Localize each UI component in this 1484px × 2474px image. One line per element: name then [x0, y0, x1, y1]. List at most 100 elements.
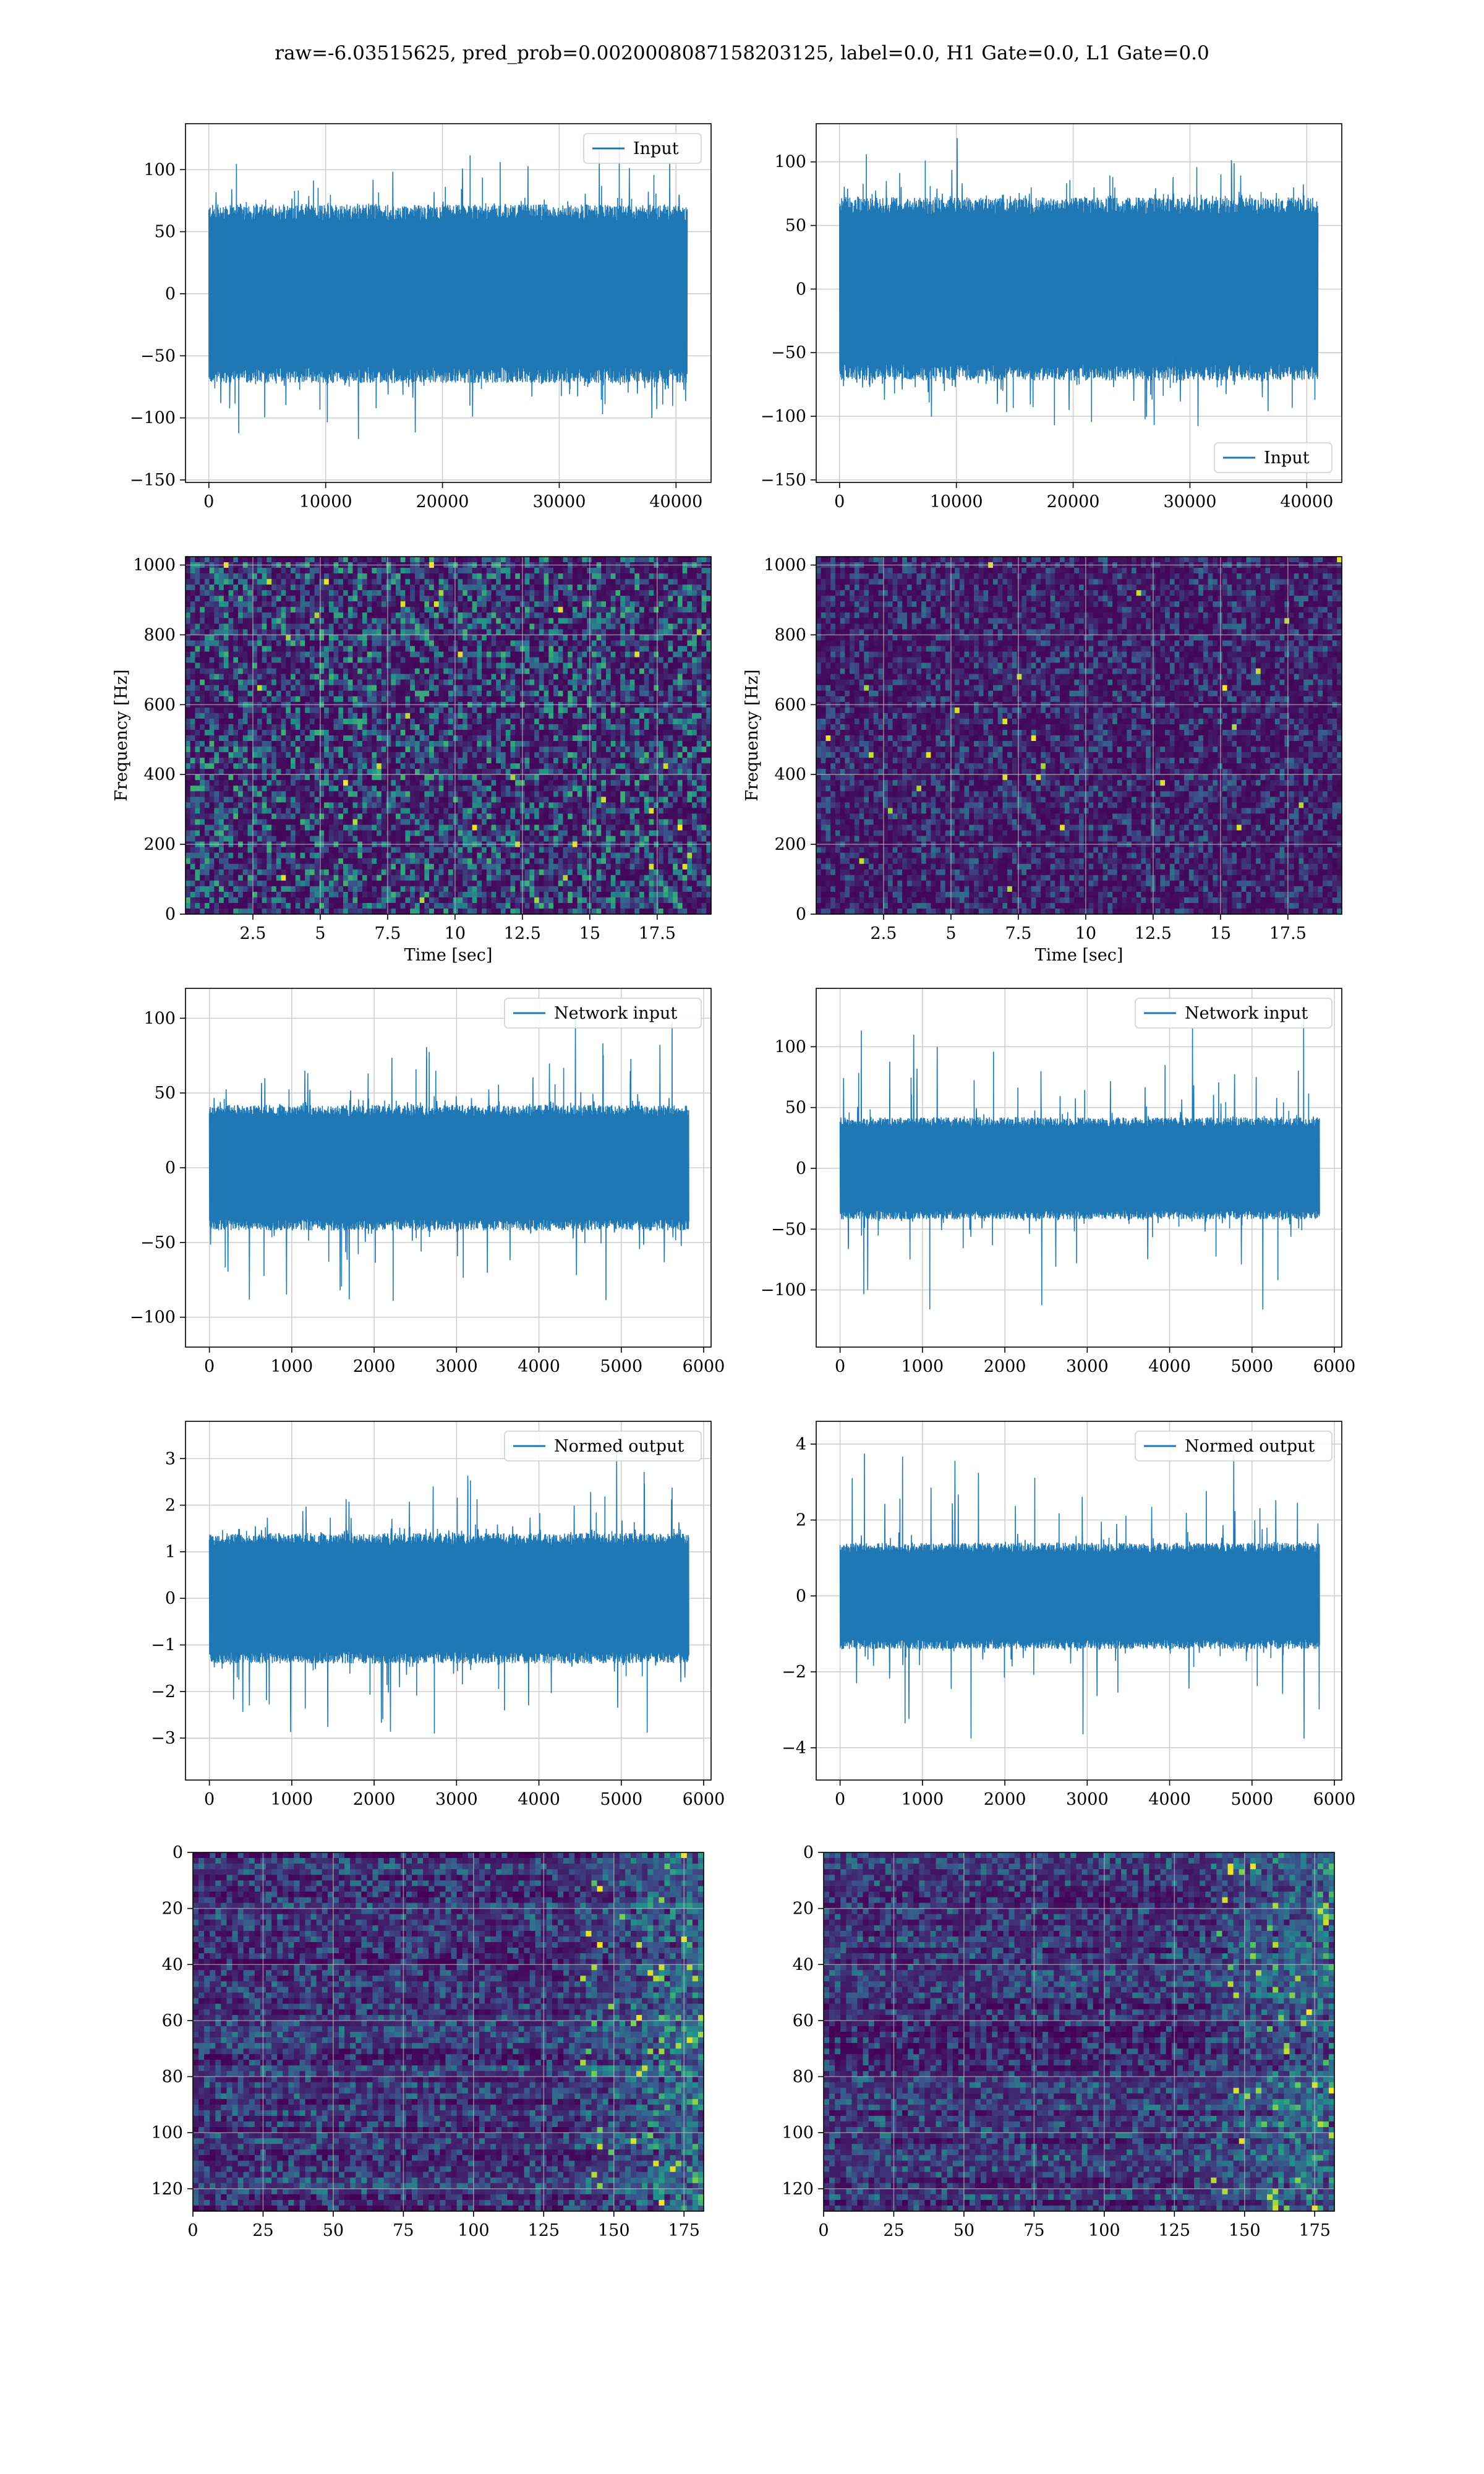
heatmap-cell: [611, 713, 616, 719]
heatmap-cell: [506, 601, 511, 607]
heatmap-cell: [310, 646, 315, 653]
heatmap-cell: [238, 557, 243, 563]
heatmap-cell: [396, 752, 401, 758]
heatmap-cell: [357, 568, 362, 574]
heatmap-cell: [492, 557, 497, 563]
heatmap-cell: [568, 618, 573, 624]
heatmap-cell: [525, 635, 530, 641]
heatmap-cell: [525, 785, 530, 792]
heatmap-cell: [329, 607, 334, 613]
heatmap-cell: [190, 730, 195, 736]
heatmap-cell: [563, 596, 568, 602]
heatmap-cell: [262, 747, 267, 753]
heatmap-cell: [578, 601, 582, 607]
heatmap-cell: [186, 623, 190, 630]
heatmap-cell: [334, 713, 339, 719]
heatmap-cell: [443, 618, 448, 624]
heatmap-cell: [606, 618, 611, 624]
heatmap-cell: [548, 752, 553, 758]
heatmap-cell: [458, 713, 463, 719]
heatmap-cell: [539, 568, 544, 574]
heatmap-cell: [487, 763, 492, 769]
heatmap-cell: [515, 763, 520, 769]
heatmap-cell: [625, 758, 630, 764]
heatmap-cell: [357, 780, 362, 786]
heatmap-cell: [372, 752, 377, 758]
heatmap-cell: [539, 724, 544, 730]
heatmap-cell: [362, 791, 367, 797]
heatmap-cell: [224, 747, 229, 753]
heatmap-cell: [702, 685, 707, 691]
heatmap-cell: [300, 719, 305, 725]
heatmap-cell: [420, 629, 425, 635]
heatmap-cell: [548, 791, 553, 797]
heatmap-cell: [463, 601, 467, 607]
heatmap-cell: [238, 797, 243, 803]
heatmap-cell: [558, 730, 563, 736]
heatmap-cell: [620, 758, 625, 764]
heatmap-cell: [443, 596, 448, 602]
heatmap-cell: [601, 669, 606, 675]
heatmap-cell: [343, 618, 348, 624]
heatmap-cell: [195, 629, 200, 635]
heatmap-cell: [243, 685, 248, 691]
heatmap-cell: [606, 584, 611, 591]
heatmap-cell: [453, 646, 458, 653]
heatmap-cell: [601, 663, 606, 669]
heatmap-cell: [420, 584, 425, 591]
heatmap-cell: [634, 635, 639, 641]
heatmap-cell: [200, 635, 205, 641]
heatmap-cell: [663, 618, 668, 624]
heatmap-cell: [548, 724, 553, 730]
heatmap-cell: [396, 584, 401, 591]
heatmap-cell: [692, 747, 697, 753]
heatmap-cell: [362, 696, 367, 703]
heatmap-cell: [219, 596, 224, 602]
heatmap-cell: [553, 652, 558, 658]
heatmap-cell: [506, 763, 511, 769]
heatmap-cell: [525, 629, 530, 635]
heatmap-cell: [205, 708, 210, 714]
heatmap-cell: [210, 774, 215, 781]
heatmap-cell: [305, 663, 310, 669]
heatmap-cell: [496, 596, 501, 602]
heatmap-cell: [482, 724, 487, 730]
heatmap-cell: [534, 584, 539, 591]
heatmap-cell: [611, 708, 616, 714]
heatmap-cell: [281, 568, 286, 574]
heatmap-cell: [477, 708, 482, 714]
heatmap-cell: [214, 601, 219, 607]
heatmap-cell: [257, 573, 262, 580]
heatmap-cell: [257, 741, 262, 747]
heatmap-cell: [315, 573, 320, 580]
heatmap-cell: [186, 652, 190, 658]
heatmap-cell: [429, 652, 434, 658]
heatmap-cell: [238, 612, 243, 618]
heatmap-cell: [305, 557, 310, 563]
heatmap-cell: [439, 769, 444, 775]
heatmap-cell: [219, 747, 224, 753]
heatmap-cell: [281, 646, 286, 653]
heatmap-cell: [668, 646, 673, 653]
heatmap-cell: [606, 780, 611, 786]
heatmap-cell: [224, 724, 229, 730]
heatmap-cell: [482, 657, 487, 664]
heatmap-cell: [315, 584, 320, 591]
heatmap-cell: [348, 752, 353, 758]
heatmap-cell: [582, 797, 587, 803]
heatmap-cell: [315, 758, 320, 764]
heatmap-cell: [458, 568, 463, 574]
heatmap-cell: [310, 780, 315, 786]
heatmap-cell: [247, 724, 252, 730]
heatmap-cell: [592, 774, 597, 781]
heatmap-cell: [424, 646, 429, 653]
heatmap-cell: [573, 646, 578, 653]
heatmap-cell: [329, 774, 334, 781]
heatmap-cell: [558, 685, 563, 691]
heatmap-cell: [625, 612, 630, 618]
heatmap-cell: [338, 719, 343, 725]
heatmap-cell: [386, 713, 391, 719]
heatmap-cell: [429, 590, 434, 596]
heatmap-cell: [210, 696, 215, 703]
heatmap-cell: [210, 640, 215, 646]
